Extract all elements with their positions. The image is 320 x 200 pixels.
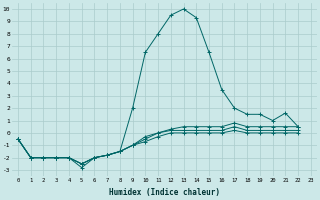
X-axis label: Humidex (Indice chaleur): Humidex (Indice chaleur) (109, 188, 220, 197)
